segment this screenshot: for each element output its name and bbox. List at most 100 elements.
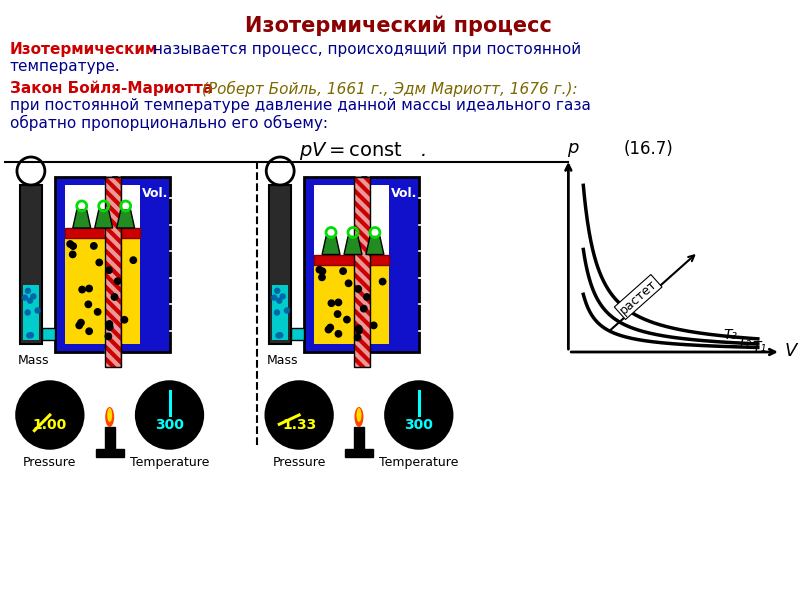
Text: растет: растет [617, 277, 659, 317]
Text: 2: 2 [426, 299, 434, 309]
Circle shape [326, 326, 332, 333]
Text: 6: 6 [178, 193, 185, 203]
Bar [354, 427, 364, 449]
Text: называется процесс, происходящий при постоянной: называется процесс, происходящий при пос… [147, 42, 581, 57]
Bar [314, 265, 389, 344]
Polygon shape [105, 157, 121, 179]
Polygon shape [354, 313, 370, 335]
Circle shape [280, 294, 285, 299]
Polygon shape [354, 193, 370, 215]
Circle shape [354, 334, 361, 341]
Circle shape [79, 286, 86, 293]
Circle shape [35, 308, 40, 313]
Ellipse shape [357, 408, 362, 422]
Circle shape [335, 299, 342, 305]
Circle shape [361, 305, 367, 312]
Bar [65, 185, 139, 344]
Circle shape [96, 259, 102, 266]
Polygon shape [105, 337, 121, 359]
Circle shape [90, 243, 97, 249]
Bar [314, 254, 389, 265]
Polygon shape [344, 236, 362, 254]
Polygon shape [354, 349, 370, 371]
Circle shape [346, 280, 352, 286]
Polygon shape [105, 229, 121, 251]
Circle shape [334, 311, 341, 317]
Circle shape [94, 308, 101, 315]
Polygon shape [105, 253, 121, 275]
Polygon shape [354, 265, 370, 287]
Text: Mass: Mass [18, 354, 50, 367]
Bar [65, 238, 139, 344]
Polygon shape [354, 361, 370, 383]
Text: 3: 3 [178, 273, 185, 283]
Text: Закон Бойля-Мариотта: Закон Бойля-Мариотта [10, 81, 213, 97]
Polygon shape [105, 181, 121, 203]
Circle shape [266, 157, 294, 185]
Circle shape [276, 333, 281, 338]
Text: 5: 5 [426, 220, 434, 230]
Circle shape [67, 241, 74, 247]
Polygon shape [73, 210, 90, 228]
Text: Изотермическим: Изотермическим [10, 42, 158, 57]
Circle shape [386, 382, 452, 448]
Text: 4: 4 [426, 246, 434, 256]
Text: Pressure: Pressure [23, 456, 77, 469]
Circle shape [86, 328, 92, 334]
Polygon shape [105, 241, 121, 263]
Circle shape [130, 257, 137, 263]
Polygon shape [354, 181, 370, 203]
Text: Pressure: Pressure [273, 456, 326, 469]
Circle shape [316, 266, 322, 273]
Text: 1: 1 [426, 326, 434, 336]
Polygon shape [105, 217, 121, 239]
Circle shape [17, 382, 82, 448]
Circle shape [272, 295, 277, 300]
Polygon shape [105, 205, 121, 227]
Text: T₁: T₁ [753, 340, 767, 354]
Ellipse shape [107, 408, 112, 422]
Polygon shape [105, 169, 121, 191]
Circle shape [327, 325, 334, 331]
Circle shape [370, 322, 377, 329]
Text: $pV = \mathrm{const}$   .: $pV = \mathrm{const}$ . [299, 140, 426, 162]
Bar [105, 177, 121, 367]
Circle shape [335, 331, 342, 337]
Polygon shape [354, 337, 370, 359]
Circle shape [266, 382, 332, 448]
Polygon shape [354, 217, 370, 239]
Polygon shape [354, 241, 370, 263]
Circle shape [328, 300, 334, 307]
Circle shape [106, 321, 113, 327]
Polygon shape [354, 253, 370, 275]
Polygon shape [117, 210, 134, 228]
Bar [354, 177, 370, 367]
Text: 300: 300 [155, 418, 184, 432]
Bar [314, 185, 389, 344]
Bar [354, 177, 370, 367]
Ellipse shape [354, 407, 363, 427]
Polygon shape [354, 229, 370, 251]
Circle shape [27, 298, 33, 303]
Circle shape [78, 319, 84, 326]
Text: (16.7): (16.7) [623, 140, 673, 158]
Circle shape [70, 251, 76, 257]
Circle shape [106, 324, 113, 330]
Polygon shape [322, 236, 340, 254]
Bar [272, 285, 288, 340]
Text: 4: 4 [178, 246, 185, 256]
Circle shape [114, 278, 121, 284]
Circle shape [277, 298, 282, 303]
Text: 2: 2 [178, 299, 185, 309]
Polygon shape [105, 277, 121, 299]
Text: Vol.: Vol. [391, 187, 418, 200]
Polygon shape [354, 325, 370, 347]
Circle shape [70, 243, 76, 250]
Circle shape [26, 333, 32, 338]
Circle shape [319, 268, 326, 274]
Text: T₂: T₂ [738, 335, 752, 350]
Circle shape [318, 274, 325, 281]
Bar [105, 427, 114, 449]
Bar [291, 328, 304, 340]
Polygon shape [354, 301, 370, 323]
